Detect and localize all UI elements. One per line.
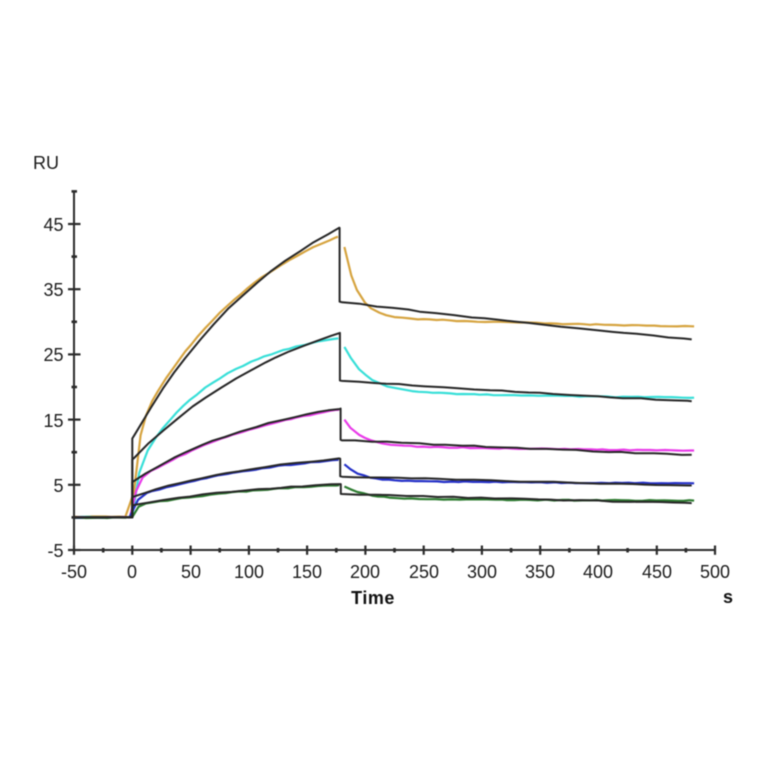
svg-text:400: 400: [583, 562, 613, 582]
svg-text:0: 0: [127, 562, 137, 582]
svg-text:35: 35: [43, 280, 63, 300]
svg-text:Time: Time: [351, 588, 395, 608]
svg-text:-5: -5: [47, 541, 63, 561]
svg-text:450: 450: [642, 562, 672, 582]
svg-text:15: 15: [43, 411, 63, 431]
svg-text:45: 45: [43, 215, 63, 235]
svg-text:-50: -50: [61, 562, 87, 582]
svg-text:100: 100: [234, 562, 264, 582]
svg-text:25: 25: [43, 345, 63, 365]
svg-text:300: 300: [467, 562, 497, 582]
svg-text:150: 150: [292, 562, 322, 582]
svg-text:200: 200: [350, 562, 380, 582]
svg-text:RU: RU: [33, 153, 59, 173]
svg-text:s: s: [723, 587, 733, 607]
svg-text:250: 250: [409, 562, 439, 582]
svg-text:5: 5: [53, 476, 63, 496]
svg-text:500: 500: [700, 562, 730, 582]
svg-text:350: 350: [525, 562, 555, 582]
svg-text:50: 50: [181, 562, 201, 582]
